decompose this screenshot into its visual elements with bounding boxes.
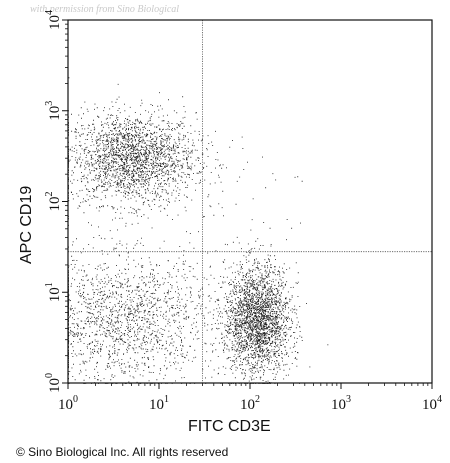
y-axis-label: APC CD19 [18, 185, 35, 264]
x-tick-label: 101 [149, 394, 169, 413]
copyright-notice: © Sino Biological Inc. All rights reserv… [16, 445, 229, 459]
y-tick-label: 100 [44, 373, 63, 393]
y-tick-label: 102 [44, 192, 63, 212]
watermark: with permission from Sino Biological [30, 4, 180, 15]
y-tick-label: 104 [44, 10, 63, 30]
quadrant-gates [68, 20, 432, 383]
x-axis-label: FITC CD3E [188, 418, 271, 435]
event-dots [68, 77, 329, 384]
x-tick-label: 103 [331, 394, 351, 413]
event-dot-cloud [68, 77, 329, 384]
x-tick-label: 100 [58, 394, 78, 413]
y-tick-label: 103 [44, 101, 63, 121]
axes: 100 101 102 103 104 100 101 102 103 104 [44, 10, 442, 413]
x-tick-label: 104 [422, 394, 442, 413]
y-tick-label: 101 [44, 282, 63, 302]
x-tick-label: 102 [240, 394, 260, 413]
